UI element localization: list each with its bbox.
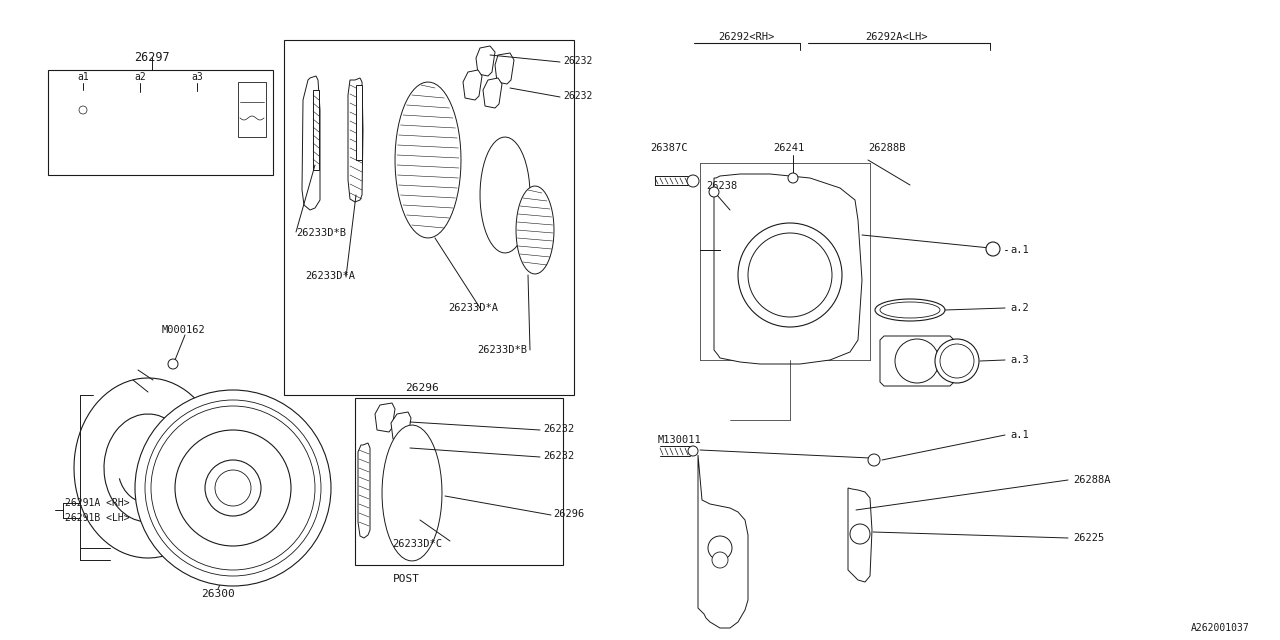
Circle shape bbox=[205, 460, 261, 516]
Bar bbox=[238, 82, 266, 137]
Text: 26232: 26232 bbox=[543, 451, 575, 461]
Polygon shape bbox=[483, 78, 502, 108]
Text: a.1: a.1 bbox=[1010, 430, 1029, 440]
Text: 26292A<LH>: 26292A<LH> bbox=[865, 32, 927, 42]
Text: 26292<RH>: 26292<RH> bbox=[718, 32, 774, 42]
Circle shape bbox=[940, 344, 974, 378]
Polygon shape bbox=[463, 70, 483, 100]
Polygon shape bbox=[480, 137, 530, 253]
Text: 26233D*B: 26233D*B bbox=[296, 228, 346, 238]
Text: 26238: 26238 bbox=[707, 181, 737, 191]
Text: 26233D*B: 26233D*B bbox=[477, 345, 527, 355]
Text: a2: a2 bbox=[134, 72, 146, 82]
Text: 26291B <LH>: 26291B <LH> bbox=[65, 513, 129, 523]
Polygon shape bbox=[348, 78, 364, 202]
Text: M130011: M130011 bbox=[658, 435, 701, 445]
Polygon shape bbox=[495, 53, 515, 84]
Text: 26233D*C: 26233D*C bbox=[392, 539, 442, 549]
Circle shape bbox=[748, 233, 832, 317]
Text: 26288A: 26288A bbox=[1073, 475, 1111, 485]
Circle shape bbox=[145, 400, 321, 576]
Polygon shape bbox=[390, 412, 411, 441]
Text: a3: a3 bbox=[191, 72, 202, 82]
Circle shape bbox=[687, 175, 699, 187]
Circle shape bbox=[712, 552, 728, 568]
Polygon shape bbox=[698, 455, 748, 628]
Circle shape bbox=[79, 106, 87, 114]
Circle shape bbox=[895, 339, 940, 383]
Text: a.2: a.2 bbox=[1010, 303, 1029, 313]
Polygon shape bbox=[516, 186, 554, 274]
Polygon shape bbox=[849, 488, 872, 582]
Circle shape bbox=[708, 536, 732, 560]
Polygon shape bbox=[314, 90, 319, 170]
Bar bbox=[355, 398, 563, 565]
Text: 26291A <RH>: 26291A <RH> bbox=[65, 498, 129, 508]
Text: 26233D*A: 26233D*A bbox=[448, 303, 498, 313]
Text: a.1: a.1 bbox=[1010, 245, 1029, 255]
Text: 26296: 26296 bbox=[553, 509, 584, 519]
Text: 26300: 26300 bbox=[201, 589, 234, 599]
Text: 26225: 26225 bbox=[1073, 533, 1105, 543]
Circle shape bbox=[868, 454, 881, 466]
Text: 26233D*A: 26233D*A bbox=[305, 271, 355, 281]
Polygon shape bbox=[396, 82, 461, 238]
Polygon shape bbox=[356, 85, 362, 160]
Circle shape bbox=[151, 406, 315, 570]
Polygon shape bbox=[381, 425, 442, 561]
Text: POST: POST bbox=[393, 574, 420, 584]
Polygon shape bbox=[714, 174, 861, 364]
Circle shape bbox=[788, 173, 797, 183]
Text: A262001037: A262001037 bbox=[1192, 623, 1251, 633]
Polygon shape bbox=[375, 403, 396, 432]
Text: 26232: 26232 bbox=[563, 91, 593, 101]
Polygon shape bbox=[302, 76, 320, 210]
Text: M000162: M000162 bbox=[163, 325, 206, 335]
Text: 26288B: 26288B bbox=[868, 143, 905, 153]
Text: 26387C: 26387C bbox=[650, 143, 687, 153]
Circle shape bbox=[709, 187, 719, 197]
Polygon shape bbox=[476, 46, 495, 76]
Circle shape bbox=[739, 223, 842, 327]
Circle shape bbox=[850, 524, 870, 544]
Circle shape bbox=[175, 430, 291, 546]
Circle shape bbox=[134, 390, 332, 586]
Polygon shape bbox=[358, 443, 370, 538]
Circle shape bbox=[934, 339, 979, 383]
Text: a1: a1 bbox=[77, 72, 88, 82]
Text: 26232: 26232 bbox=[563, 56, 593, 66]
Circle shape bbox=[215, 470, 251, 506]
Circle shape bbox=[689, 446, 698, 456]
Circle shape bbox=[986, 242, 1000, 256]
Text: a.3: a.3 bbox=[1010, 355, 1029, 365]
Bar bbox=[284, 40, 573, 395]
Text: 26296: 26296 bbox=[406, 383, 439, 393]
Polygon shape bbox=[881, 336, 954, 386]
Text: 26232: 26232 bbox=[543, 424, 575, 434]
Bar bbox=[49, 70, 273, 175]
Circle shape bbox=[168, 359, 178, 369]
Text: 26297: 26297 bbox=[134, 51, 170, 63]
Text: 26241: 26241 bbox=[773, 143, 804, 153]
